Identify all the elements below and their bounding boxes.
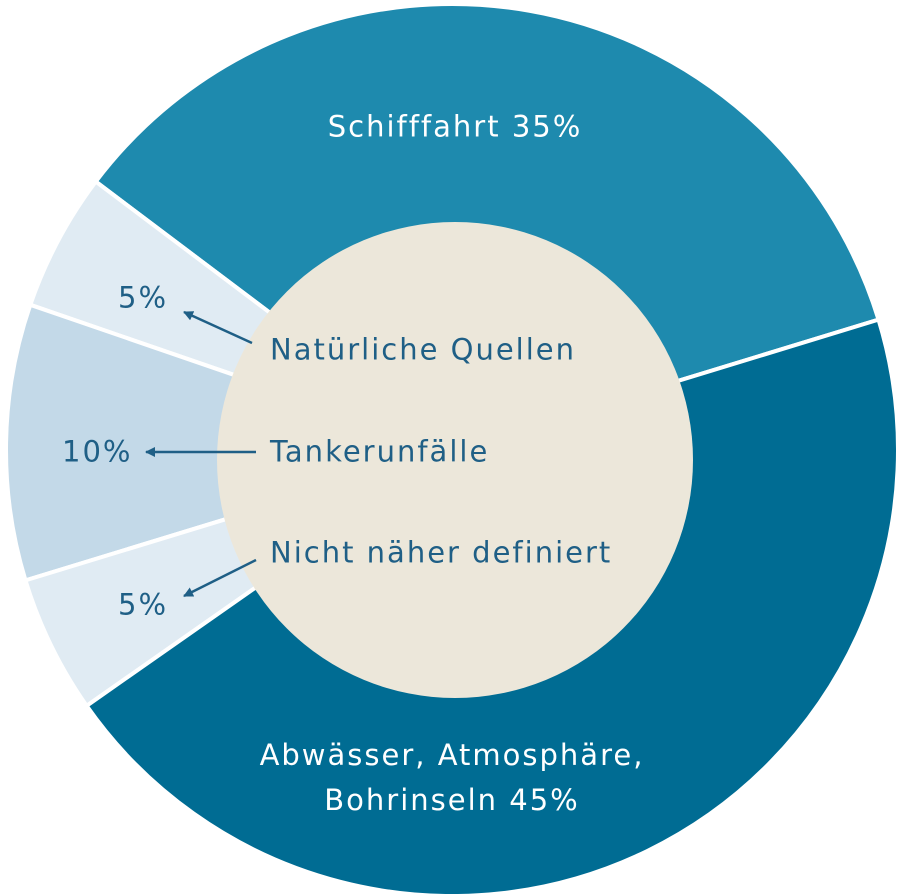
label: Natürliche Quellen bbox=[270, 328, 576, 373]
category-label: Abwässer, Atmosphäre, Bohrinseln bbox=[259, 738, 645, 817]
label: Schifffahrt 35% bbox=[328, 105, 583, 150]
donut-hole bbox=[217, 222, 693, 698]
value-label: 10% bbox=[62, 434, 133, 469]
label: Nicht näher definiert bbox=[270, 531, 612, 576]
value-label: 35% bbox=[511, 109, 583, 144]
label: 5% bbox=[118, 276, 168, 321]
label: Abwässer, Atmosphäre, Bohrinseln 45% bbox=[217, 733, 687, 823]
arrow bbox=[183, 310, 253, 345]
arrow bbox=[183, 558, 257, 598]
label: 10% bbox=[62, 430, 132, 475]
value-label: 5% bbox=[118, 587, 169, 622]
category-label: Natürliche Quellen bbox=[270, 332, 577, 367]
label: Tankerunfälle bbox=[270, 430, 489, 475]
category-label: Schifffahrt bbox=[327, 109, 501, 144]
value-label: 5% bbox=[118, 280, 169, 315]
category-label: Nicht näher definiert bbox=[270, 535, 613, 570]
arrows bbox=[145, 310, 257, 598]
label: 5% bbox=[118, 583, 168, 628]
category-label: Tankerunfälle bbox=[270, 434, 490, 469]
value-label: 45% bbox=[509, 783, 580, 817]
